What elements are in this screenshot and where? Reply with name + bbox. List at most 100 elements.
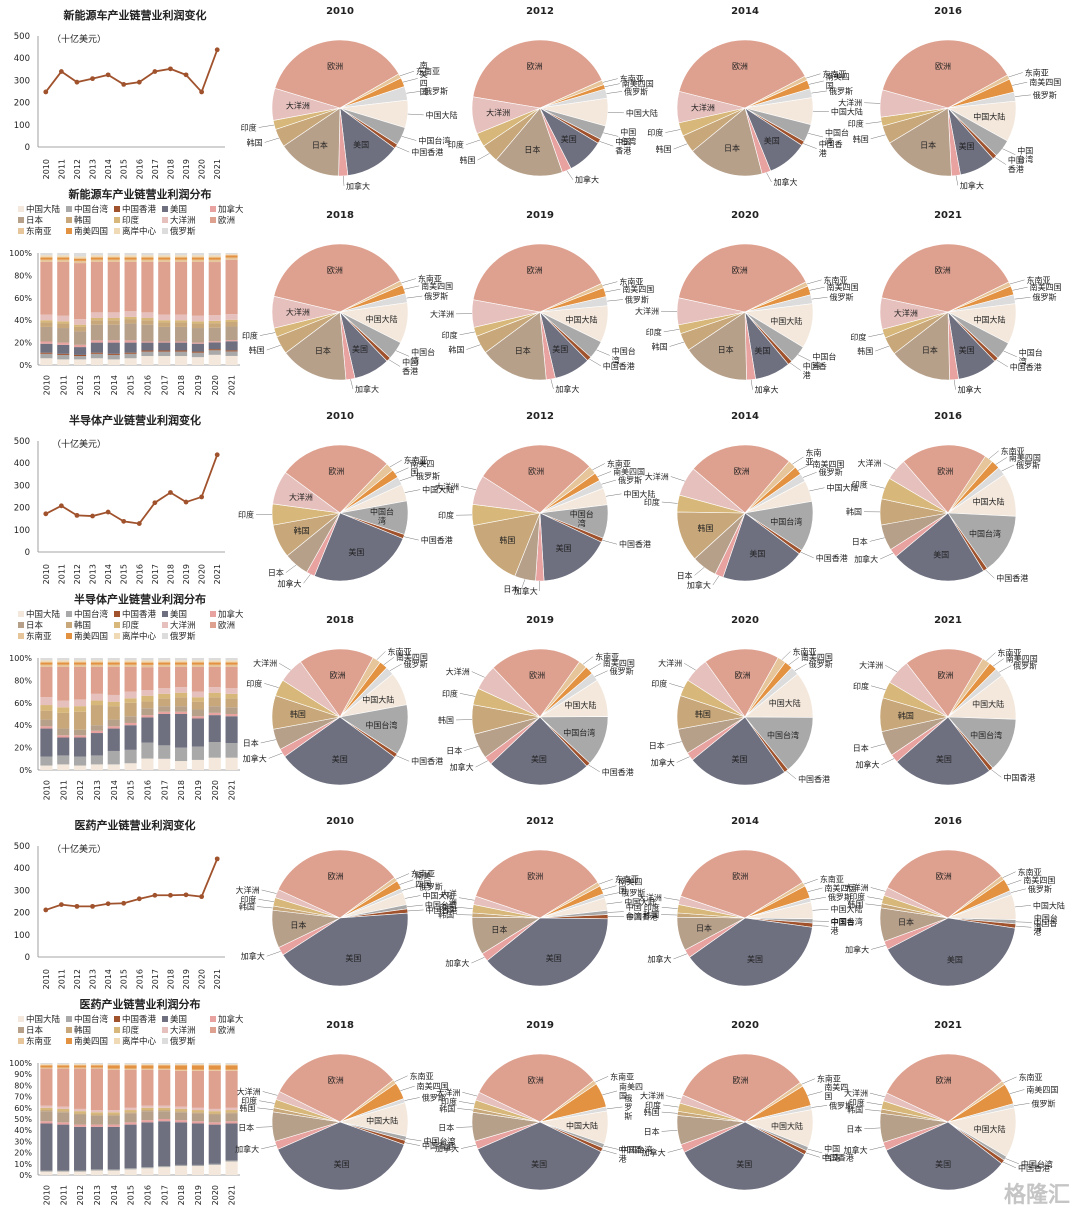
pie-label: 俄罗斯 [1013, 661, 1037, 671]
data-point [214, 856, 220, 862]
bar-segment [141, 253, 154, 256]
pie-leader-line [807, 887, 823, 893]
bar-x-tick-label: 2014 [110, 780, 119, 800]
pie-slice [704, 648, 779, 718]
bar-segment [124, 1112, 137, 1114]
pie-label: 美国 [754, 345, 770, 355]
pie-label: 日本 [852, 536, 868, 546]
pie-leader-line [264, 137, 280, 143]
bar-segment [175, 351, 188, 357]
bar-y-tick-label: 40% [14, 1126, 32, 1135]
pie-label: 欧洲 [937, 466, 953, 476]
y-tick-label: 100 [14, 931, 30, 941]
pie-leader-line [808, 80, 824, 85]
pie-label: 印度 [442, 688, 458, 698]
legend-swatch [18, 611, 24, 617]
bar-segment [90, 730, 103, 734]
bar-segment [57, 1067, 70, 1069]
bar-segment [141, 356, 154, 365]
bar-segment [225, 1160, 238, 1162]
bar-segment [90, 1064, 103, 1066]
pie-label: 欧洲 [732, 61, 748, 71]
pie-slice [284, 444, 388, 514]
pie-label: 日本 [290, 920, 306, 930]
pie-label: 美国 [556, 543, 572, 553]
y-tick-label: 500 [14, 437, 30, 447]
bar-y-tick-label: 20% [14, 1149, 32, 1158]
pie-slice [274, 39, 400, 109]
bar-segment [158, 1121, 171, 1167]
pie-label: 俄罗斯 [624, 86, 648, 96]
bar-segment [191, 660, 204, 663]
bar-segment [158, 259, 171, 262]
y-tick-label: 300 [14, 886, 30, 896]
bar-y-tick-label: 70% [14, 1093, 32, 1102]
data-point [90, 903, 95, 909]
pie-label: 中国大陆 [972, 699, 1004, 709]
pie-label: 俄罗斯 [829, 86, 853, 96]
data-point [199, 894, 205, 900]
pie-year-title: 2016 [934, 411, 962, 422]
pie-label: 中国台湾 [423, 1136, 455, 1146]
bar-segment [225, 714, 238, 717]
pie-leader-line [866, 1102, 883, 1106]
bar-segment [191, 691, 204, 698]
pie-leader-line [811, 90, 827, 94]
bar-segment [208, 1111, 221, 1114]
legend-label: 俄罗斯 [170, 226, 196, 237]
pie-leader-line [401, 278, 416, 284]
pie-label: 日本 [238, 1122, 254, 1132]
pie-label: 东南亚 [387, 646, 411, 656]
bar-segment [141, 667, 154, 690]
pie-label: 中国大陆 [770, 316, 802, 326]
pie-label: 印度 [849, 1097, 865, 1107]
bar-segment [225, 1070, 238, 1108]
bar-segment [141, 715, 154, 718]
bar-segment [124, 261, 137, 312]
pie-leader-line [477, 153, 490, 161]
data-point [90, 513, 95, 519]
bar-segment [158, 1111, 171, 1119]
pie-label: 中国香港 [619, 1145, 643, 1164]
bar-segment [90, 317, 103, 321]
bar-segment [40, 257, 53, 260]
bar-segment [40, 352, 53, 354]
bar-segment [74, 660, 87, 663]
bar-segment [107, 726, 120, 729]
bar-segment [141, 1069, 154, 1106]
pie-leader-line [596, 349, 610, 356]
legend-swatch [114, 1016, 120, 1022]
pie-slice [274, 889, 341, 919]
bar-segment [40, 1068, 53, 1106]
data-point [199, 494, 205, 500]
bar-segment [90, 1063, 103, 1065]
pie-leader-line [601, 479, 617, 485]
pie-label: 中国大陆 [366, 314, 398, 324]
bar-x-tick-label: 2021 [228, 1185, 237, 1205]
pie-leader-line [404, 1097, 420, 1101]
pie-label: 中国香港 [996, 573, 1028, 583]
bar-segment [90, 1068, 103, 1111]
bar-segment [90, 733, 103, 756]
x-tick-label: 2019 [182, 159, 191, 179]
pie-label: 东南亚 [1001, 446, 1025, 456]
bar-y-tick-label: 80% [14, 676, 32, 685]
pie-label: 美国 [561, 134, 577, 144]
bar-segment [90, 755, 103, 765]
bar-segment [191, 1110, 204, 1113]
bar-segment [40, 1110, 53, 1112]
data-point [58, 503, 64, 509]
pie-leader-line [597, 471, 612, 477]
bar-segment [124, 358, 137, 365]
pie-leader-line [1007, 879, 1022, 886]
pie-leader-line [395, 755, 410, 762]
pie-label: 美国 [348, 547, 364, 557]
pie-label: 美国 [947, 955, 963, 965]
pie-slice [683, 1121, 806, 1191]
pie-year-title: 2020 [731, 615, 759, 626]
bar-segment [208, 1124, 221, 1164]
data-point [152, 500, 158, 506]
x-tick-label: 2018 [166, 969, 175, 989]
pie-label: 韩国 [847, 899, 863, 909]
pie-leader-line [407, 113, 424, 116]
